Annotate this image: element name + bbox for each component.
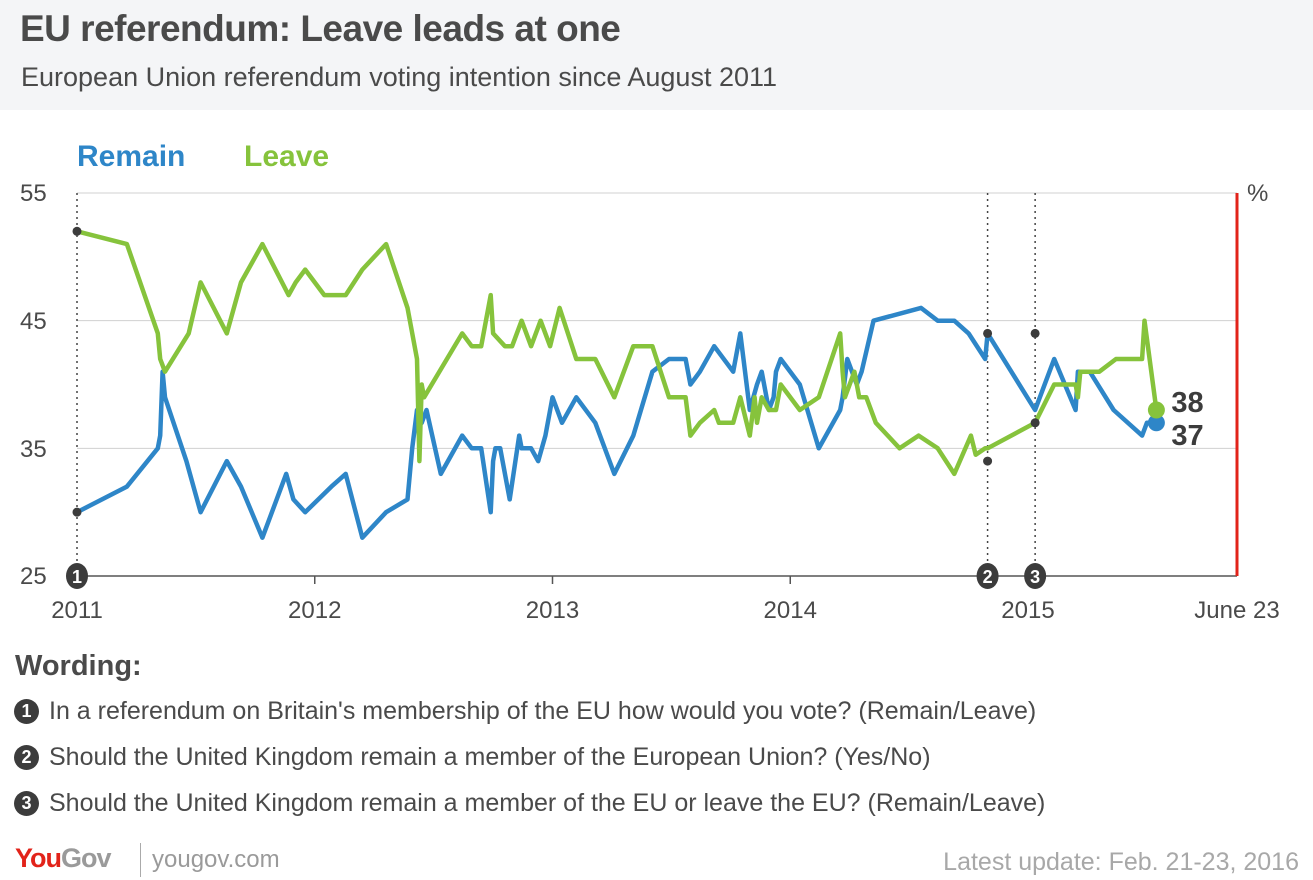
series-line-leave xyxy=(74,229,1159,477)
annotation-dot xyxy=(983,456,993,466)
marker-3-label: 3 xyxy=(1030,567,1040,587)
wording-text: Should the United Kingdom remain a membe… xyxy=(49,789,1046,817)
y-unit-label: % xyxy=(1247,180,1269,207)
series-line-remain xyxy=(74,305,1159,540)
y-tick-label: 55 xyxy=(20,180,47,207)
x-tick-label: 2015 xyxy=(1001,597,1055,624)
leave-end-label: 38 xyxy=(1171,387,1203,419)
marker-1-icon xyxy=(66,563,88,589)
legend-remain: Remain xyxy=(77,140,186,173)
remain-end-point xyxy=(1147,414,1165,432)
page-subtitle: European Union referendum voting intenti… xyxy=(21,62,778,92)
wording-item: 2 Should the United Kingdom remain a mem… xyxy=(14,743,931,772)
x-tick-label: June 23 xyxy=(1194,597,1280,624)
leave-end-point xyxy=(1147,401,1165,419)
y-tick-label: 35 xyxy=(20,436,47,463)
x-tick-label: 2014 xyxy=(763,597,817,624)
logo-gov: Gov xyxy=(61,843,112,873)
y-tick-label: 45 xyxy=(20,308,47,335)
marker-2-label: 2 xyxy=(983,567,993,587)
marker-3-icon xyxy=(1024,563,1047,589)
wording-item: 1 In a referendum on Britain's membershi… xyxy=(14,697,1036,726)
marker-2-icon xyxy=(976,563,999,589)
logo-you: You xyxy=(15,843,62,873)
site-link[interactable]: yougov.com xyxy=(152,846,280,873)
annotation-dot xyxy=(72,226,82,236)
y-tick-label: 25 xyxy=(20,563,47,590)
marker-2-icon: 2 xyxy=(14,745,39,770)
marker-1-icon: 1 xyxy=(14,699,39,724)
header: EU referendum: Leave leads at one Europe… xyxy=(0,0,1313,110)
wording-item: 3 Should the United Kingdom remain a mem… xyxy=(14,789,1045,818)
latest-update: Latest update: Feb. 21-23, 2016 xyxy=(943,848,1299,876)
x-tick-label: 2013 xyxy=(525,597,580,624)
legend-leave: Leave xyxy=(244,140,330,173)
marker-3-icon: 3 xyxy=(14,791,39,816)
wording-title: Wording: xyxy=(15,650,142,682)
annotation-dot xyxy=(72,507,82,517)
logo-divider xyxy=(140,843,141,877)
annotation-dot xyxy=(983,328,993,338)
remain-end-label: 37 xyxy=(1171,420,1203,452)
x-tick-label: 2012 xyxy=(288,597,342,624)
page-title: EU referendum: Leave leads at one xyxy=(20,8,621,49)
wording-text: Should the United Kingdom remain a membe… xyxy=(49,743,931,771)
annotation-dot xyxy=(1030,418,1040,428)
yougov-logo[interactable]: YouGov xyxy=(15,843,112,874)
wording-text: In a referendum on Britain's membership … xyxy=(49,697,1037,725)
x-tick-label: 2011 xyxy=(51,597,103,624)
annotation-dot xyxy=(1030,328,1040,338)
marker-1-label: 1 xyxy=(72,567,82,587)
